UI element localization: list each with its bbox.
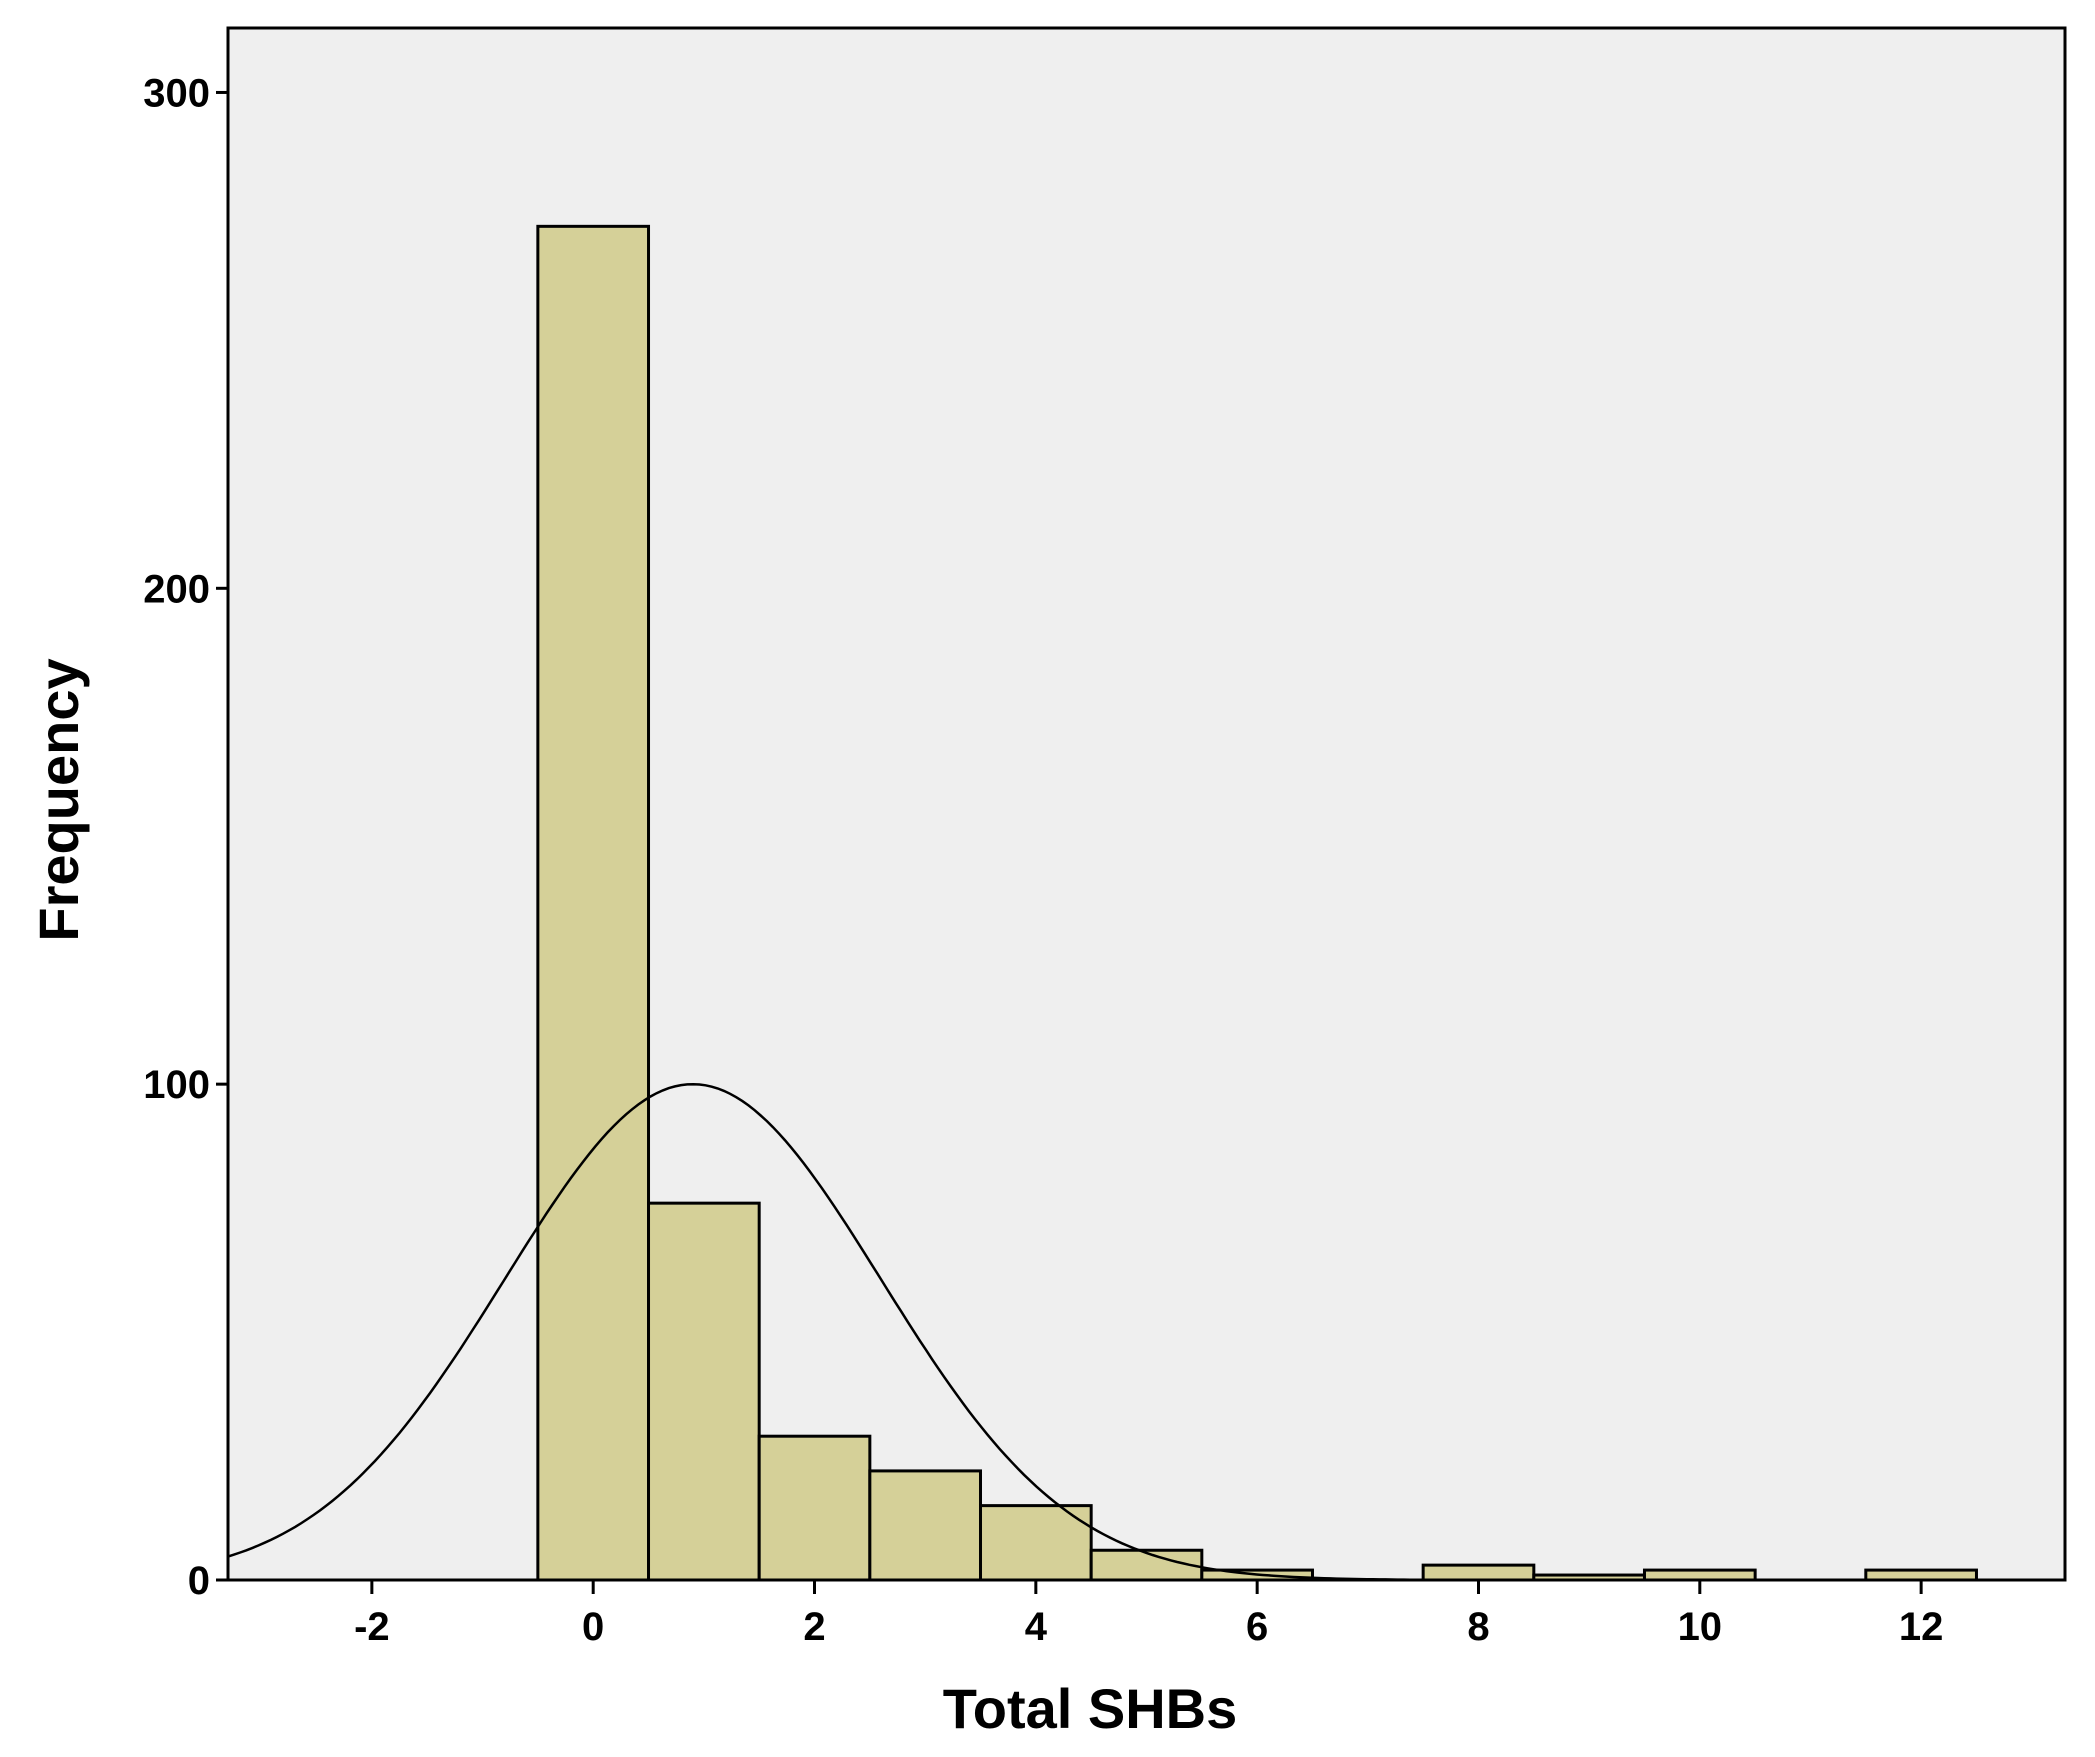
x-tick-label: 8 — [1467, 1605, 1489, 1649]
y-axis: 0 100 200 300 — [143, 71, 228, 1603]
x-tick-label: 10 — [1678, 1605, 1723, 1649]
plot-area — [226, 26, 2067, 1582]
x-tick-label: 4 — [1025, 1605, 1048, 1649]
x-tick-label: 12 — [1899, 1605, 1944, 1649]
x-axis-title: Total SHBs — [943, 1677, 1238, 1740]
y-tick-label: 300 — [143, 71, 210, 115]
x-tick-label: 6 — [1246, 1605, 1268, 1649]
histogram-bar — [757, 1434, 872, 1582]
histogram-bar — [1089, 1548, 1204, 1582]
histogram-bar — [1642, 1568, 1757, 1582]
histogram-bar — [536, 224, 651, 1582]
histogram-bar — [1421, 1563, 1536, 1582]
bars-group — [536, 224, 1978, 1582]
histogram-bar — [868, 1469, 983, 1582]
x-tick-label: 2 — [803, 1605, 825, 1649]
x-tick-label: -2 — [354, 1605, 390, 1649]
y-tick-label: 0 — [188, 1559, 210, 1603]
y-tick-label: 100 — [143, 1063, 210, 1107]
y-tick-label: 200 — [143, 567, 210, 611]
x-axis: -2 0 2 4 6 8 10 12 — [354, 1580, 1943, 1649]
histogram-bar — [647, 1201, 761, 1582]
normal-curve — [227, 1082, 2065, 1582]
y-axis-title: Frequency — [27, 658, 90, 941]
x-tick-label: 0 — [582, 1605, 604, 1649]
histogram-bar — [1864, 1568, 1978, 1582]
